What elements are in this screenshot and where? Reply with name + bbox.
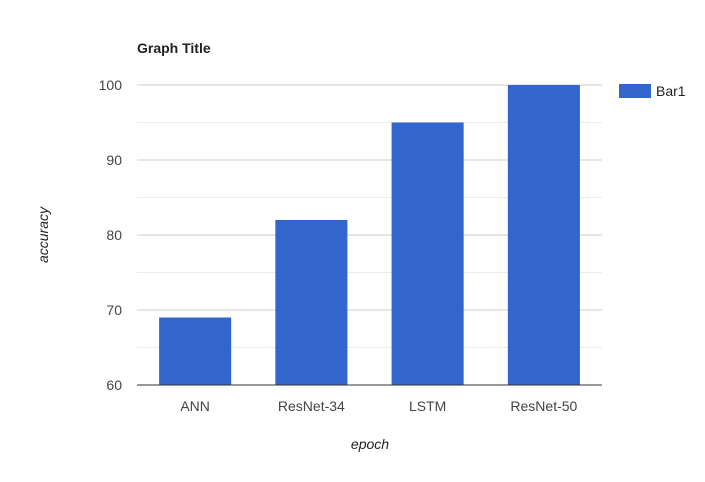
bars: [159, 85, 580, 385]
bar-resnet-34: [275, 220, 348, 385]
y-tick-label: 80: [106, 227, 122, 243]
x-tick-label: LSTM: [409, 398, 446, 414]
y-axis-title: accuracy: [35, 206, 51, 263]
chart-title: Graph Title: [137, 40, 211, 56]
bar-resnet-50: [507, 85, 580, 385]
x-tick-label: ANN: [180, 398, 210, 414]
legend: Bar1: [619, 83, 686, 99]
x-axis-title: epoch: [351, 436, 389, 452]
x-tick-label: ResNet-50: [510, 398, 577, 414]
y-tick-label: 70: [106, 302, 122, 318]
legend-swatch: [619, 84, 651, 98]
gridlines: [137, 84, 602, 348]
y-tick-label: 90: [106, 152, 122, 168]
x-tick-labels: ANN ResNet-34 LSTM ResNet-50: [180, 398, 577, 414]
legend-label: Bar1: [656, 83, 686, 99]
bar-ann: [159, 317, 232, 385]
y-tick-label: 100: [99, 77, 123, 93]
bar-lstm: [391, 122, 464, 385]
x-tick-label: ResNet-34: [278, 398, 345, 414]
y-tick-labels: 60 70 80 90 100: [99, 77, 123, 393]
y-tick-label: 60: [106, 377, 122, 393]
